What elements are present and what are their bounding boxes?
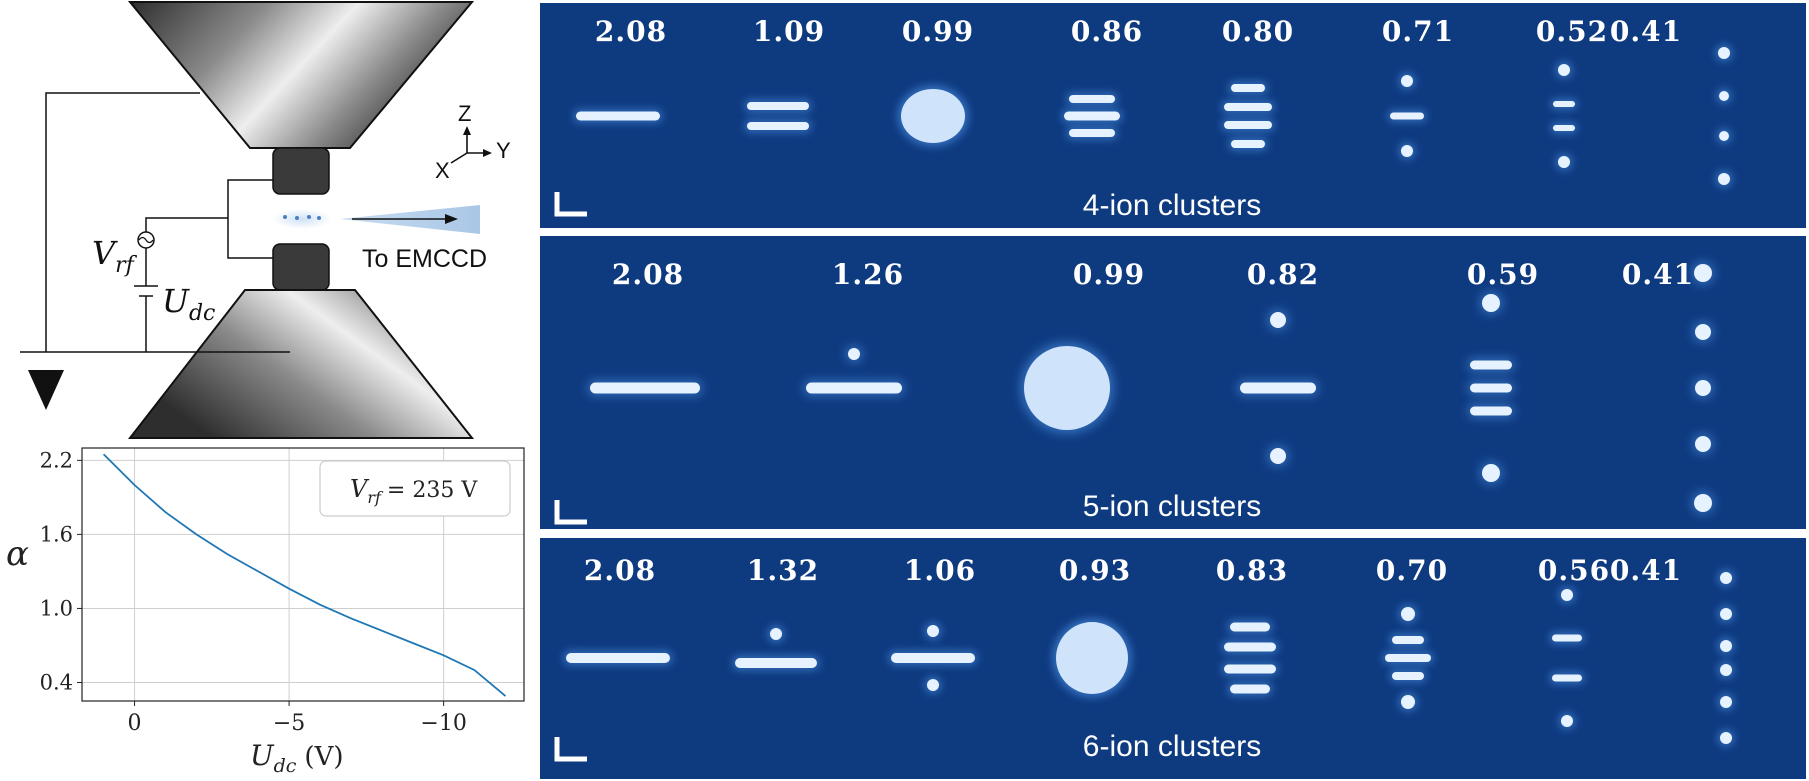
chart-frame	[81, 447, 525, 702]
ion-cluster-image	[1549, 586, 1585, 730]
series-line	[102, 453, 507, 697]
top-electrode	[127, 1, 475, 149]
ion-cluster-image	[803, 345, 905, 397]
alpha-label: 0.41	[1609, 15, 1683, 48]
axis-y-label: Y	[496, 138, 511, 163]
bottom-electrode-tip	[272, 243, 330, 291]
ion-cluster-image	[1061, 92, 1123, 140]
x-tick-label: −10	[420, 711, 466, 736]
alpha-label: 0.82	[1246, 258, 1320, 291]
y-tick-label: 0.4	[40, 670, 73, 694]
axis-z-label: Z	[458, 101, 471, 126]
ion-cluster-image	[563, 650, 673, 666]
alpha-label: 2.08	[611, 258, 685, 291]
udc-label: Udc	[162, 282, 215, 326]
alpha-label: 0.83	[1215, 554, 1289, 587]
vrf-label: Vrf	[92, 234, 138, 278]
y-tick-label: 2.2	[40, 448, 73, 472]
ion-cloud	[272, 209, 332, 229]
ion-cluster-image	[573, 108, 663, 124]
alpha-label: 0.41	[1609, 554, 1683, 587]
panel-title: 5-ion clusters	[1082, 490, 1262, 523]
panel-6-ion: 2.08 1.32 1.06 0.93 0.83 0.70 0.56 0.41 6-ion c…	[540, 538, 1806, 779]
alpha-label: 1.09	[752, 15, 826, 48]
ion-cluster-image	[1020, 342, 1114, 434]
alpha-label: 1.06	[903, 554, 977, 587]
ion-cluster-image	[587, 379, 703, 397]
ion-cluster-image	[888, 622, 978, 694]
alpha-label: 0.99	[1072, 258, 1146, 291]
y-tick-label: 1.6	[40, 522, 73, 546]
chart-legend: Vrf = 235 V	[319, 460, 511, 517]
ion-cluster-image	[1467, 291, 1515, 485]
alpha-label: 0.59	[1466, 258, 1540, 291]
panel-4-ion: 2.08 1.09 0.99 0.86 0.80 0.71 0.52 0.41 4-ion c…	[540, 3, 1806, 228]
panel-title: 4-ion clusters	[1082, 189, 1262, 222]
ion-cluster-image	[1221, 81, 1275, 151]
chart-xlabel: Udc (V)	[250, 739, 344, 777]
alpha-label: 0.52	[1535, 15, 1609, 48]
ion-cluster-image	[732, 625, 820, 671]
x-tick-label: 0	[128, 711, 142, 736]
alpha-label: 1.26	[831, 258, 905, 291]
scale-bar	[554, 192, 587, 217]
scale-bar	[554, 500, 587, 525]
ion-cluster-image	[1052, 618, 1132, 698]
ion-cluster-image	[1715, 44, 1733, 188]
ion-cluster-image	[1550, 61, 1578, 171]
alpha-label: 0.93	[1058, 554, 1132, 587]
x-tick-label: −5	[273, 711, 305, 736]
ion-cluster-image	[1237, 309, 1319, 467]
ion-cluster-image	[897, 85, 969, 147]
alpha-label: 0.86	[1070, 15, 1144, 48]
ion-cluster-image	[744, 99, 812, 133]
bottom-electrode	[127, 289, 475, 439]
alpha-label: 0.70	[1375, 554, 1449, 587]
ion-cluster-image	[1691, 261, 1715, 515]
scale-bar	[554, 737, 587, 762]
ground-symbol	[28, 370, 64, 410]
alpha-label: 2.08	[583, 554, 657, 587]
alpha-label: 0.99	[901, 15, 975, 48]
panel-5-ion: 2.08 1.26 0.99 0.82 0.59 0.41 5-ion clusters	[540, 236, 1806, 529]
alpha-label: 0.56	[1537, 554, 1611, 587]
axis-x-label: X	[435, 158, 450, 183]
alpha-label: 0.71	[1381, 15, 1455, 48]
alpha-label: 0.41	[1621, 258, 1695, 291]
circuit-wires	[20, 92, 290, 353]
panel-6-ion-image	[554, 569, 1735, 762]
alpha-label: 1.32	[746, 554, 820, 587]
ions	[283, 215, 321, 220]
top-electrode-tip	[272, 147, 330, 195]
legend-text: Vrf = 235 V	[350, 475, 478, 507]
chart-grid	[82, 448, 524, 701]
alpha-label: 0.80	[1221, 15, 1295, 48]
alpha-vs-udc-chart: 0 −5 −10 0.4 1.0 1.6 2.2 Vrf = 235 V α Udc (V)	[6, 447, 525, 777]
ion-cluster-image	[1382, 604, 1434, 712]
chart-ticks: 0 −5 −10 0.4 1.0 1.6 2.2	[40, 448, 467, 736]
ion-cluster-image	[1387, 72, 1427, 160]
ion-cluster-image	[1221, 619, 1279, 697]
detector-label: To EMCCD	[362, 245, 487, 273]
panel-4-ion-image	[554, 44, 1733, 217]
chart-ylabel: α	[6, 534, 29, 574]
y-tick-label: 1.0	[40, 596, 73, 620]
panel-title: 6-ion clusters	[1082, 730, 1262, 763]
alpha-label: 2.08	[594, 15, 668, 48]
panel-5-ion-image	[554, 261, 1715, 525]
trap-schematic: Z Y X Vrf Udc To EMCCD	[20, 1, 511, 439]
ion-cluster-image	[1717, 569, 1735, 747]
